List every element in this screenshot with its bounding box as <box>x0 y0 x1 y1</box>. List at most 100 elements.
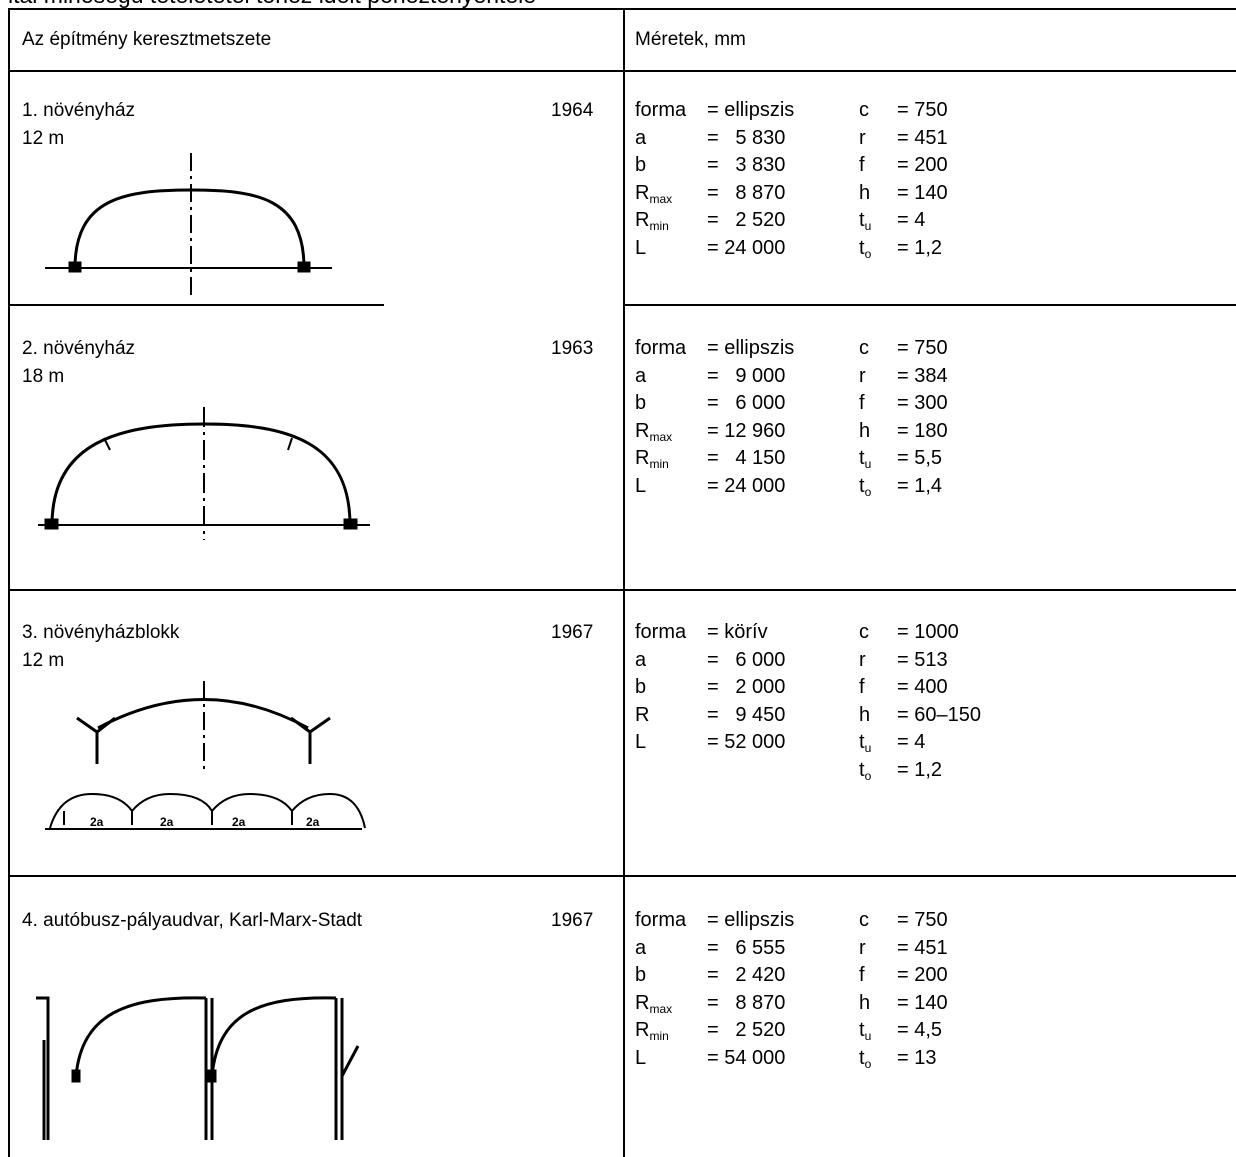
dimension-value: = 2 000 <box>707 676 786 699</box>
dimension-symbol: r <box>859 126 866 149</box>
dimension-value: = 750 <box>897 909 948 931</box>
joint-left <box>103 437 111 451</box>
dimension-symbol: r <box>859 936 866 959</box>
dimension-symbol: a <box>635 126 647 149</box>
dimension-symbol: h <box>859 419 871 442</box>
dimension-symbol: h <box>859 181 871 204</box>
support-right <box>343 518 358 530</box>
dimension-symbol: r <box>859 364 866 387</box>
row-1-title: 1. növényház <box>22 100 136 121</box>
bay-label-4: 2a <box>306 815 320 829</box>
dimension-symbol: f <box>859 392 865 415</box>
dimension-value: = 2 420 <box>707 964 786 987</box>
row-4-title: 4. autóbusz-pályaudvar, Karl-Marx-Stadt <box>22 910 363 931</box>
dimension-symbol: r <box>859 648 866 671</box>
dimension-value: = 180 <box>897 419 948 442</box>
dimension-symbol: Rmax <box>635 991 673 1016</box>
document-title: ltal minőségű tétélététel tóhéz ideit po… <box>8 0 536 9</box>
vault-1-bearing <box>71 1069 81 1083</box>
bay-label-3: 2a <box>232 815 246 829</box>
dimension-symbol: forma <box>635 99 687 121</box>
dimension-value: = 4 <box>897 731 926 754</box>
vault-2 <box>210 996 337 1077</box>
dimension-value: = 3 830 <box>707 154 786 177</box>
dimension-value: = 54 000 <box>707 1046 786 1069</box>
dimension-symbol: R <box>635 703 650 726</box>
dimension-value: = 451 <box>897 936 948 959</box>
dimension-symbol: forma <box>635 337 687 359</box>
dimension-value: = ellipszis <box>707 99 795 121</box>
dimension-value: = 4 <box>897 209 926 232</box>
dimension-symbol: to <box>859 1046 872 1071</box>
y-column-left <box>76 716 116 764</box>
cross-section-drawing-2 <box>38 407 370 540</box>
row-1-year: 1964 <box>551 100 594 121</box>
dimension-symbol: f <box>859 676 865 699</box>
dimension-value: = 2 520 <box>707 209 786 232</box>
row-3-span: 12 m <box>22 650 65 671</box>
dimension-value: = 4,5 <box>897 1019 943 1042</box>
dimension-value: = 200 <box>897 964 948 987</box>
cross-section-drawing-1 <box>45 153 332 296</box>
dimension-value: = 140 <box>897 181 948 204</box>
dimension-symbol: L <box>635 236 647 259</box>
dimension-symbol: c <box>859 621 869 643</box>
dimension-symbol: L <box>635 474 647 497</box>
dimension-symbol: b <box>635 676 647 699</box>
row-1-span: 12 m <box>22 128 65 149</box>
dimension-value: = 6 000 <box>707 392 786 415</box>
dimension-value: = ellipszis <box>707 909 795 931</box>
y-column-right <box>290 716 331 764</box>
support-left <box>44 518 59 530</box>
dimension-value: = 2 520 <box>707 1019 786 1042</box>
dimension-value: = 1,4 <box>897 474 943 497</box>
dimension-value: = 5,5 <box>897 447 943 470</box>
support-left <box>68 261 82 273</box>
dimension-value: = ellipszis <box>707 337 795 359</box>
dimension-value: = 750 <box>897 99 948 121</box>
dimension-value: = 200 <box>897 154 948 177</box>
cross-section-drawing-4 <box>36 996 360 1140</box>
header-cross-section: Az építmény keresztmetszete <box>22 29 272 50</box>
dimension-value: = 4 150 <box>707 447 786 470</box>
vault-1 <box>74 996 207 1077</box>
block-supports <box>63 811 293 825</box>
dimension-symbol: c <box>859 337 869 359</box>
column-2 <box>204 998 214 1140</box>
header-divider <box>8 70 1236 72</box>
row-divider-1-right <box>623 304 1236 306</box>
dimension-symbol: h <box>859 703 871 726</box>
dimension-symbol: Rmax <box>635 181 673 206</box>
dimension-symbol: Rmin <box>635 209 669 234</box>
dimension-symbol: a <box>635 936 647 959</box>
header-dimensions: Méretek, mm <box>635 29 746 50</box>
dimension-value: = 6 000 <box>707 648 786 671</box>
row-3-title: 3. növényházblokk <box>22 622 180 643</box>
row-4-year: 1967 <box>551 910 594 931</box>
dimension-value: = 140 <box>897 991 948 1014</box>
row-2-year: 1963 <box>551 338 594 359</box>
dimension-symbol: forma <box>635 909 687 931</box>
dimension-symbol: b <box>635 964 647 987</box>
dimension-value: = 60–150 <box>897 703 981 726</box>
dimension-symbol: to <box>859 236 872 261</box>
dimension-symbol: f <box>859 964 865 987</box>
row-2-title: 2. növényház <box>22 338 136 359</box>
dimension-symbol: forma <box>635 621 687 643</box>
dimension-symbol: a <box>635 648 647 671</box>
dimension-value: = 384 <box>897 364 948 387</box>
dimension-symbol: tu <box>859 447 872 472</box>
dimension-value: = 451 <box>897 126 948 149</box>
dimension-symbol: tu <box>859 1019 872 1044</box>
dimension-value: = 24 000 <box>707 474 786 497</box>
cross-section-drawing-3: 2a 2a 2a 2a <box>45 681 366 830</box>
table-left-border <box>8 8 10 1157</box>
dimension-value: = 9 450 <box>707 703 786 726</box>
column-1 <box>36 996 50 1140</box>
dimension-symbol: L <box>635 731 647 754</box>
dimension-value: = 1000 <box>897 621 959 643</box>
dimension-value: = 24 000 <box>707 236 786 259</box>
row-divider-2 <box>8 589 1236 591</box>
dimension-symbol: c <box>859 909 869 931</box>
